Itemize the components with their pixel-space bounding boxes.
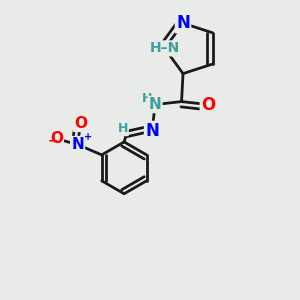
Text: H: H [118,122,128,135]
Text: N: N [71,137,84,152]
Text: O: O [50,131,63,146]
Text: −: − [48,135,58,148]
Text: +: + [84,132,92,142]
Text: O: O [201,95,215,113]
Text: N: N [176,14,190,32]
Text: N: N [149,97,161,112]
Text: H–N: H–N [150,41,180,56]
Text: O: O [74,116,87,131]
Text: H: H [142,92,152,105]
Text: N: N [145,122,159,140]
